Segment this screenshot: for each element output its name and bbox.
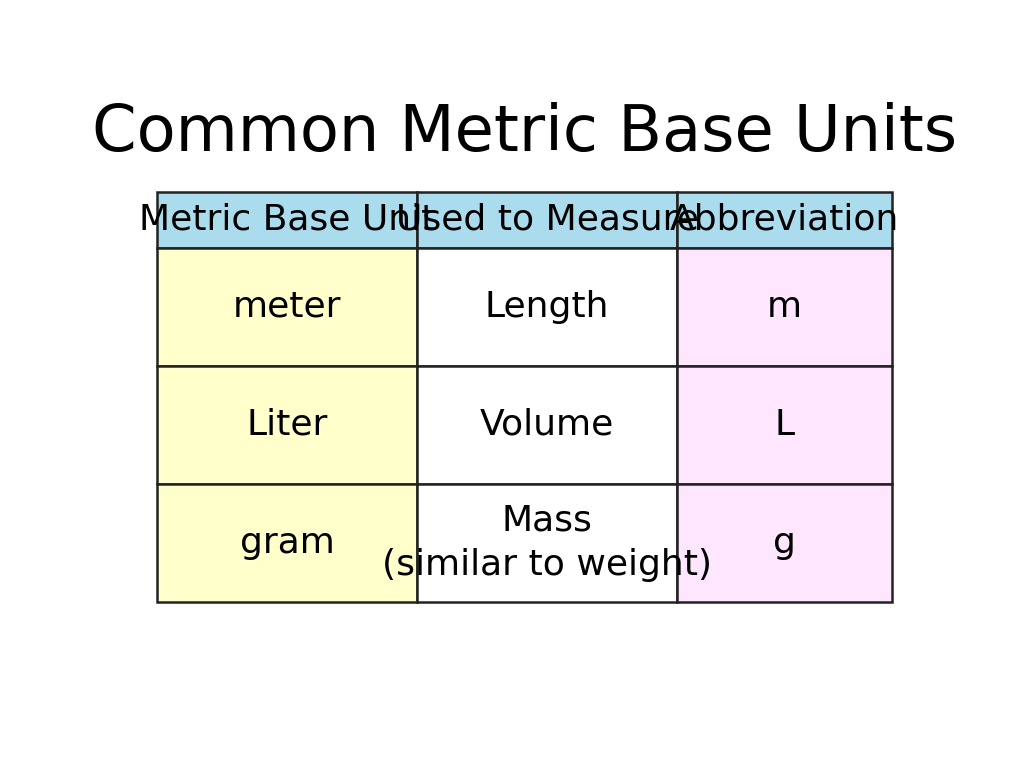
Text: Mass
(similar to weight): Mass (similar to weight) (382, 504, 713, 582)
Text: Metric Base Unit: Metric Base Unit (139, 203, 435, 237)
Text: meter: meter (233, 290, 342, 324)
Text: Abbreviation: Abbreviation (670, 203, 899, 237)
Text: Used to Measure: Used to Measure (396, 203, 698, 237)
Text: L: L (774, 408, 795, 442)
Text: m: m (767, 290, 802, 324)
Text: gram: gram (240, 526, 335, 560)
Text: g: g (773, 526, 796, 560)
Bar (418, 248, 677, 366)
Bar (677, 192, 892, 248)
Text: Common Metric Base Units: Common Metric Base Units (92, 102, 957, 164)
Bar (418, 192, 677, 248)
Bar (158, 484, 418, 602)
Bar (158, 248, 418, 366)
Text: Volume: Volume (480, 408, 614, 442)
Bar (418, 366, 677, 484)
Bar (418, 484, 677, 602)
Bar (677, 248, 892, 366)
Bar (158, 366, 418, 484)
Text: Length: Length (485, 290, 609, 324)
Bar (677, 366, 892, 484)
Text: Liter: Liter (247, 408, 328, 442)
Bar (677, 484, 892, 602)
Bar (158, 192, 418, 248)
